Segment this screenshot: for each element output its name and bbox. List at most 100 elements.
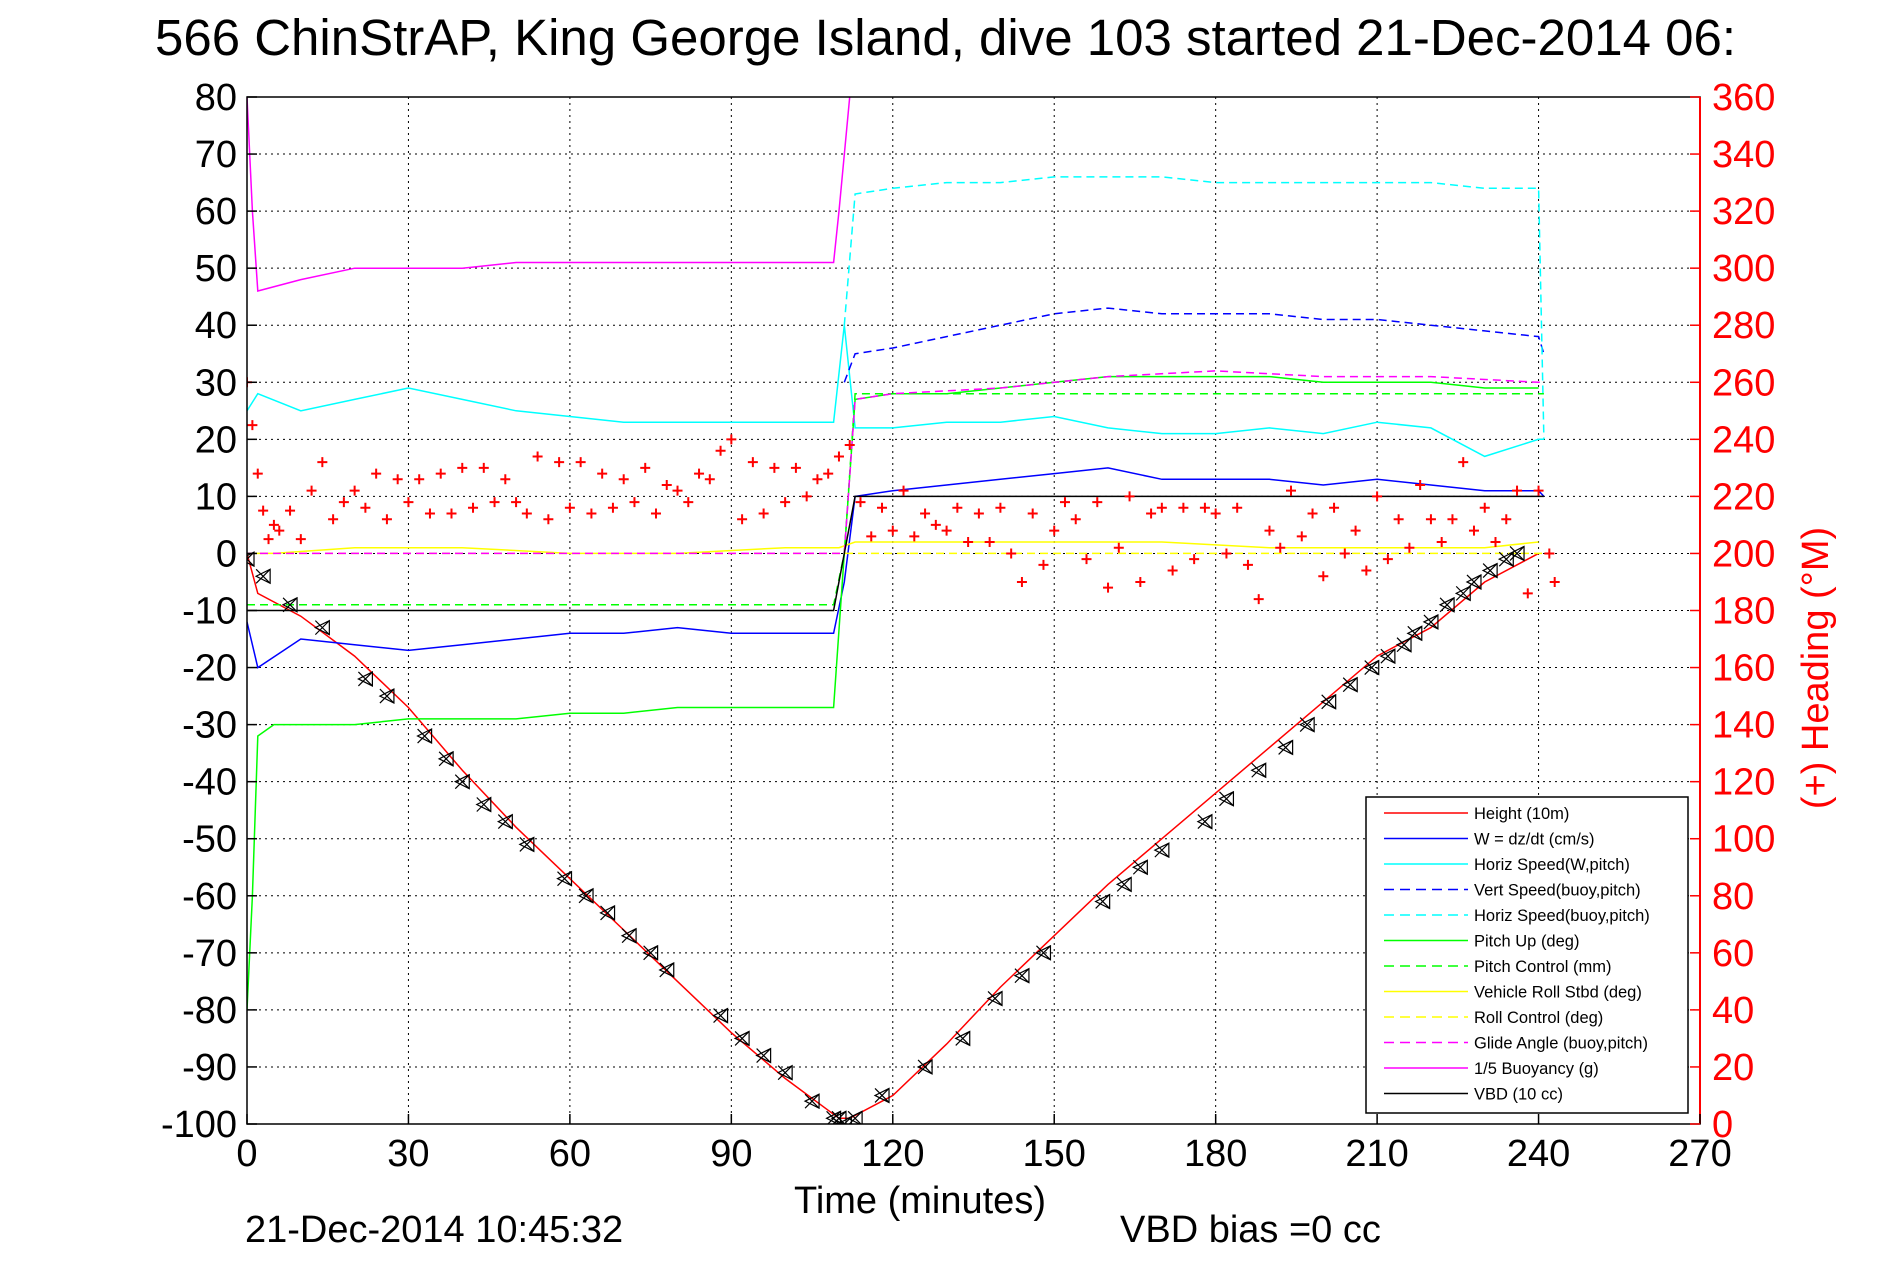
depth-marker [1465, 574, 1482, 590]
depth-marker [1481, 562, 1498, 579]
heading-point [1425, 514, 1436, 525]
x-tick-label: 60 [549, 1133, 591, 1175]
heading-point [543, 514, 554, 525]
depth-marker [1379, 648, 1396, 665]
legend-label: Vert Speed(buoy,pitch) [1474, 882, 1641, 900]
vbd-bias-footer: VBD bias =0 cc [1120, 1209, 1381, 1251]
x-tick-label: 120 [861, 1133, 924, 1175]
x-tick-label: 240 [1507, 1133, 1570, 1175]
heading-point [1242, 559, 1253, 570]
heading-point [930, 519, 941, 530]
depth-marker [1277, 739, 1294, 756]
y-tick-label: -20 [182, 648, 237, 690]
heading-point [1103, 582, 1114, 593]
heading-point [844, 440, 855, 451]
depth-marker [873, 1087, 890, 1104]
heading-point [268, 519, 279, 530]
y2-tick-label: 160 [1712, 648, 1775, 690]
series-line [247, 375, 1539, 1010]
heading-point [769, 462, 780, 473]
heading-point [1544, 548, 1555, 559]
depth-marker [1438, 596, 1455, 613]
heading-point [1329, 502, 1340, 513]
series-line [247, 325, 1544, 458]
heading-point [952, 502, 963, 513]
heading-point [435, 468, 446, 479]
x-tick-label: 0 [236, 1133, 257, 1175]
heading-point [833, 451, 844, 462]
depth-marker [1320, 693, 1337, 710]
series-line [843, 307, 1545, 383]
heading-point [263, 534, 274, 545]
heading-point [392, 474, 403, 485]
depth-marker [247, 551, 255, 568]
y-tick-label: -10 [182, 591, 237, 633]
y-tick-label: -50 [182, 819, 237, 861]
depth-marker [281, 596, 298, 613]
depth-marker [916, 1058, 933, 1075]
depth-marker [846, 1110, 863, 1124]
heading-point [1372, 491, 1383, 502]
y2-axis-label: (+) Heading (°M) [1795, 527, 1837, 809]
depth-marker [658, 961, 675, 978]
depth-marker [1094, 893, 1111, 910]
depth-marker [1298, 716, 1315, 733]
heading-point [360, 502, 371, 513]
heading-point [414, 474, 425, 485]
heading-point [1490, 537, 1501, 548]
heading-point [1146, 508, 1157, 519]
heading-point [963, 537, 974, 548]
depth-marker [1035, 944, 1052, 961]
y-tick-label: 50 [195, 248, 237, 290]
depth-marker [378, 688, 395, 705]
y-tick-label: -90 [182, 1047, 237, 1089]
heading-point [1113, 542, 1124, 553]
heading-point [1221, 548, 1232, 559]
y2-tick-label: 360 [1712, 77, 1775, 119]
legend-label: Vehicle Roll Stbd (deg) [1474, 984, 1642, 1002]
depth-marker [599, 904, 616, 921]
series-line [843, 176, 1545, 440]
heading-point [973, 508, 984, 519]
heading-point [941, 525, 952, 536]
heading-point [683, 497, 694, 508]
depth-marker [1406, 625, 1423, 642]
y2-tick-label: 320 [1712, 191, 1775, 233]
legend-label: Glide Angle (buoy,pitch) [1474, 1035, 1648, 1053]
y2-tick-label: 280 [1712, 305, 1775, 347]
depth-marker [475, 796, 492, 813]
y-tick-label: 60 [195, 191, 237, 233]
heading-point [877, 502, 888, 513]
heading-point [737, 514, 748, 525]
heading-point [1189, 554, 1200, 565]
heading-point [1016, 576, 1027, 587]
depth-marker [313, 619, 330, 636]
depth-marker [954, 1030, 971, 1047]
heading-point [629, 497, 640, 508]
depth-marker [437, 750, 454, 767]
depth-marker [803, 1093, 820, 1110]
heading-point [715, 445, 726, 456]
heading-point [1286, 485, 1297, 496]
y2-tick-label: 80 [1712, 876, 1754, 918]
heading-point [457, 462, 468, 473]
x-tick-label: 30 [387, 1133, 429, 1175]
heading-point [898, 485, 909, 496]
y2-tick-label: 300 [1712, 248, 1775, 290]
heading-point [607, 502, 618, 513]
heading-point [597, 468, 608, 479]
heading-point [1350, 525, 1361, 536]
heading-point [306, 485, 317, 496]
depth-marker [712, 1007, 729, 1024]
legend: Height (10m) W = dz/dt (cm/s) Horiz Speed(… [1365, 796, 1689, 1114]
heading-point [694, 468, 705, 479]
heading-point [1361, 565, 1372, 576]
heading-point [511, 497, 522, 508]
series-line [247, 97, 851, 292]
y-tick-label: -70 [182, 933, 237, 975]
heading-point [812, 474, 823, 485]
y2-tick-label: 60 [1712, 933, 1754, 975]
y2-tick-label: 140 [1712, 705, 1775, 747]
y-tick-label: 0 [216, 533, 237, 575]
